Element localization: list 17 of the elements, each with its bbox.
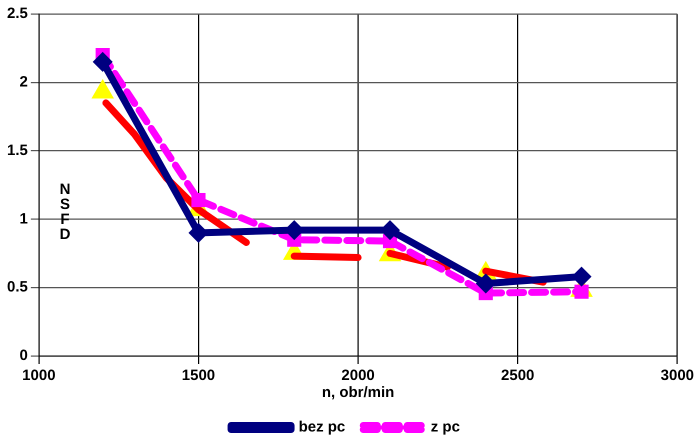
point <box>574 284 589 299</box>
y-tick-label: 0.5 <box>6 278 28 296</box>
legend-label: bez pc <box>298 418 346 436</box>
legend-label: z pc <box>430 418 460 436</box>
point <box>92 52 113 72</box>
y-tick-label: 2.5 <box>6 5 28 22</box>
x-axis-title: n, obr/min <box>322 384 394 402</box>
y-tick-label: 1 <box>20 210 28 228</box>
x-tick-label: 2000 <box>341 367 375 384</box>
x-tick-label: 3000 <box>660 367 694 384</box>
y-tick-label: 1.5 <box>6 142 28 159</box>
x-tick-label: 1000 <box>22 367 56 384</box>
point <box>191 192 206 208</box>
y-tick-label: 0 <box>20 347 28 364</box>
y-tick-label: 2 <box>20 74 28 91</box>
x-tick-label: 2500 <box>501 367 534 384</box>
x-tick-label: 1500 <box>182 367 216 384</box>
